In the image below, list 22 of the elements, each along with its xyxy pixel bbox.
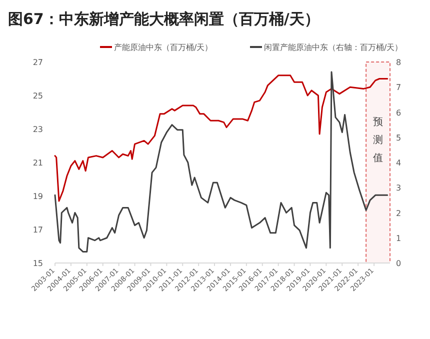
y2-tick-label: 0: [396, 259, 402, 268]
line-series: [54, 74, 388, 202]
y2-tick-label: 3: [396, 184, 402, 193]
y2-tick-label: 7: [396, 83, 402, 92]
y-tick-label: 27: [32, 58, 43, 67]
y-tick-label: 19: [32, 192, 43, 201]
legend-label: 产能原油中东（百万桶/天）: [114, 43, 213, 52]
y-tick-label: 25: [32, 92, 43, 100]
y-tick-label: 17: [32, 226, 43, 234]
y2-tick-label: 4: [396, 158, 402, 168]
y2-tick-label: 2: [396, 208, 402, 218]
chart-title: 图67：中东新增产能大概率闲置（百万桶/天）: [8, 10, 320, 28]
line-series: [54, 71, 388, 252]
y-tick-label: 23: [32, 125, 43, 134]
y2-tick-label: 5: [396, 133, 402, 142]
y2-tick-label: 8: [396, 58, 402, 67]
legend-label: 闲置产能原油中东（右轴：百万桶/天）: [264, 43, 403, 52]
y-tick-label: 15: [32, 259, 43, 268]
y-tick-label: 21: [32, 158, 43, 168]
y2-tick-label: 1: [396, 234, 402, 243]
y2-tick-label: 6: [396, 108, 402, 118]
band-label: 预测值: [373, 117, 384, 164]
